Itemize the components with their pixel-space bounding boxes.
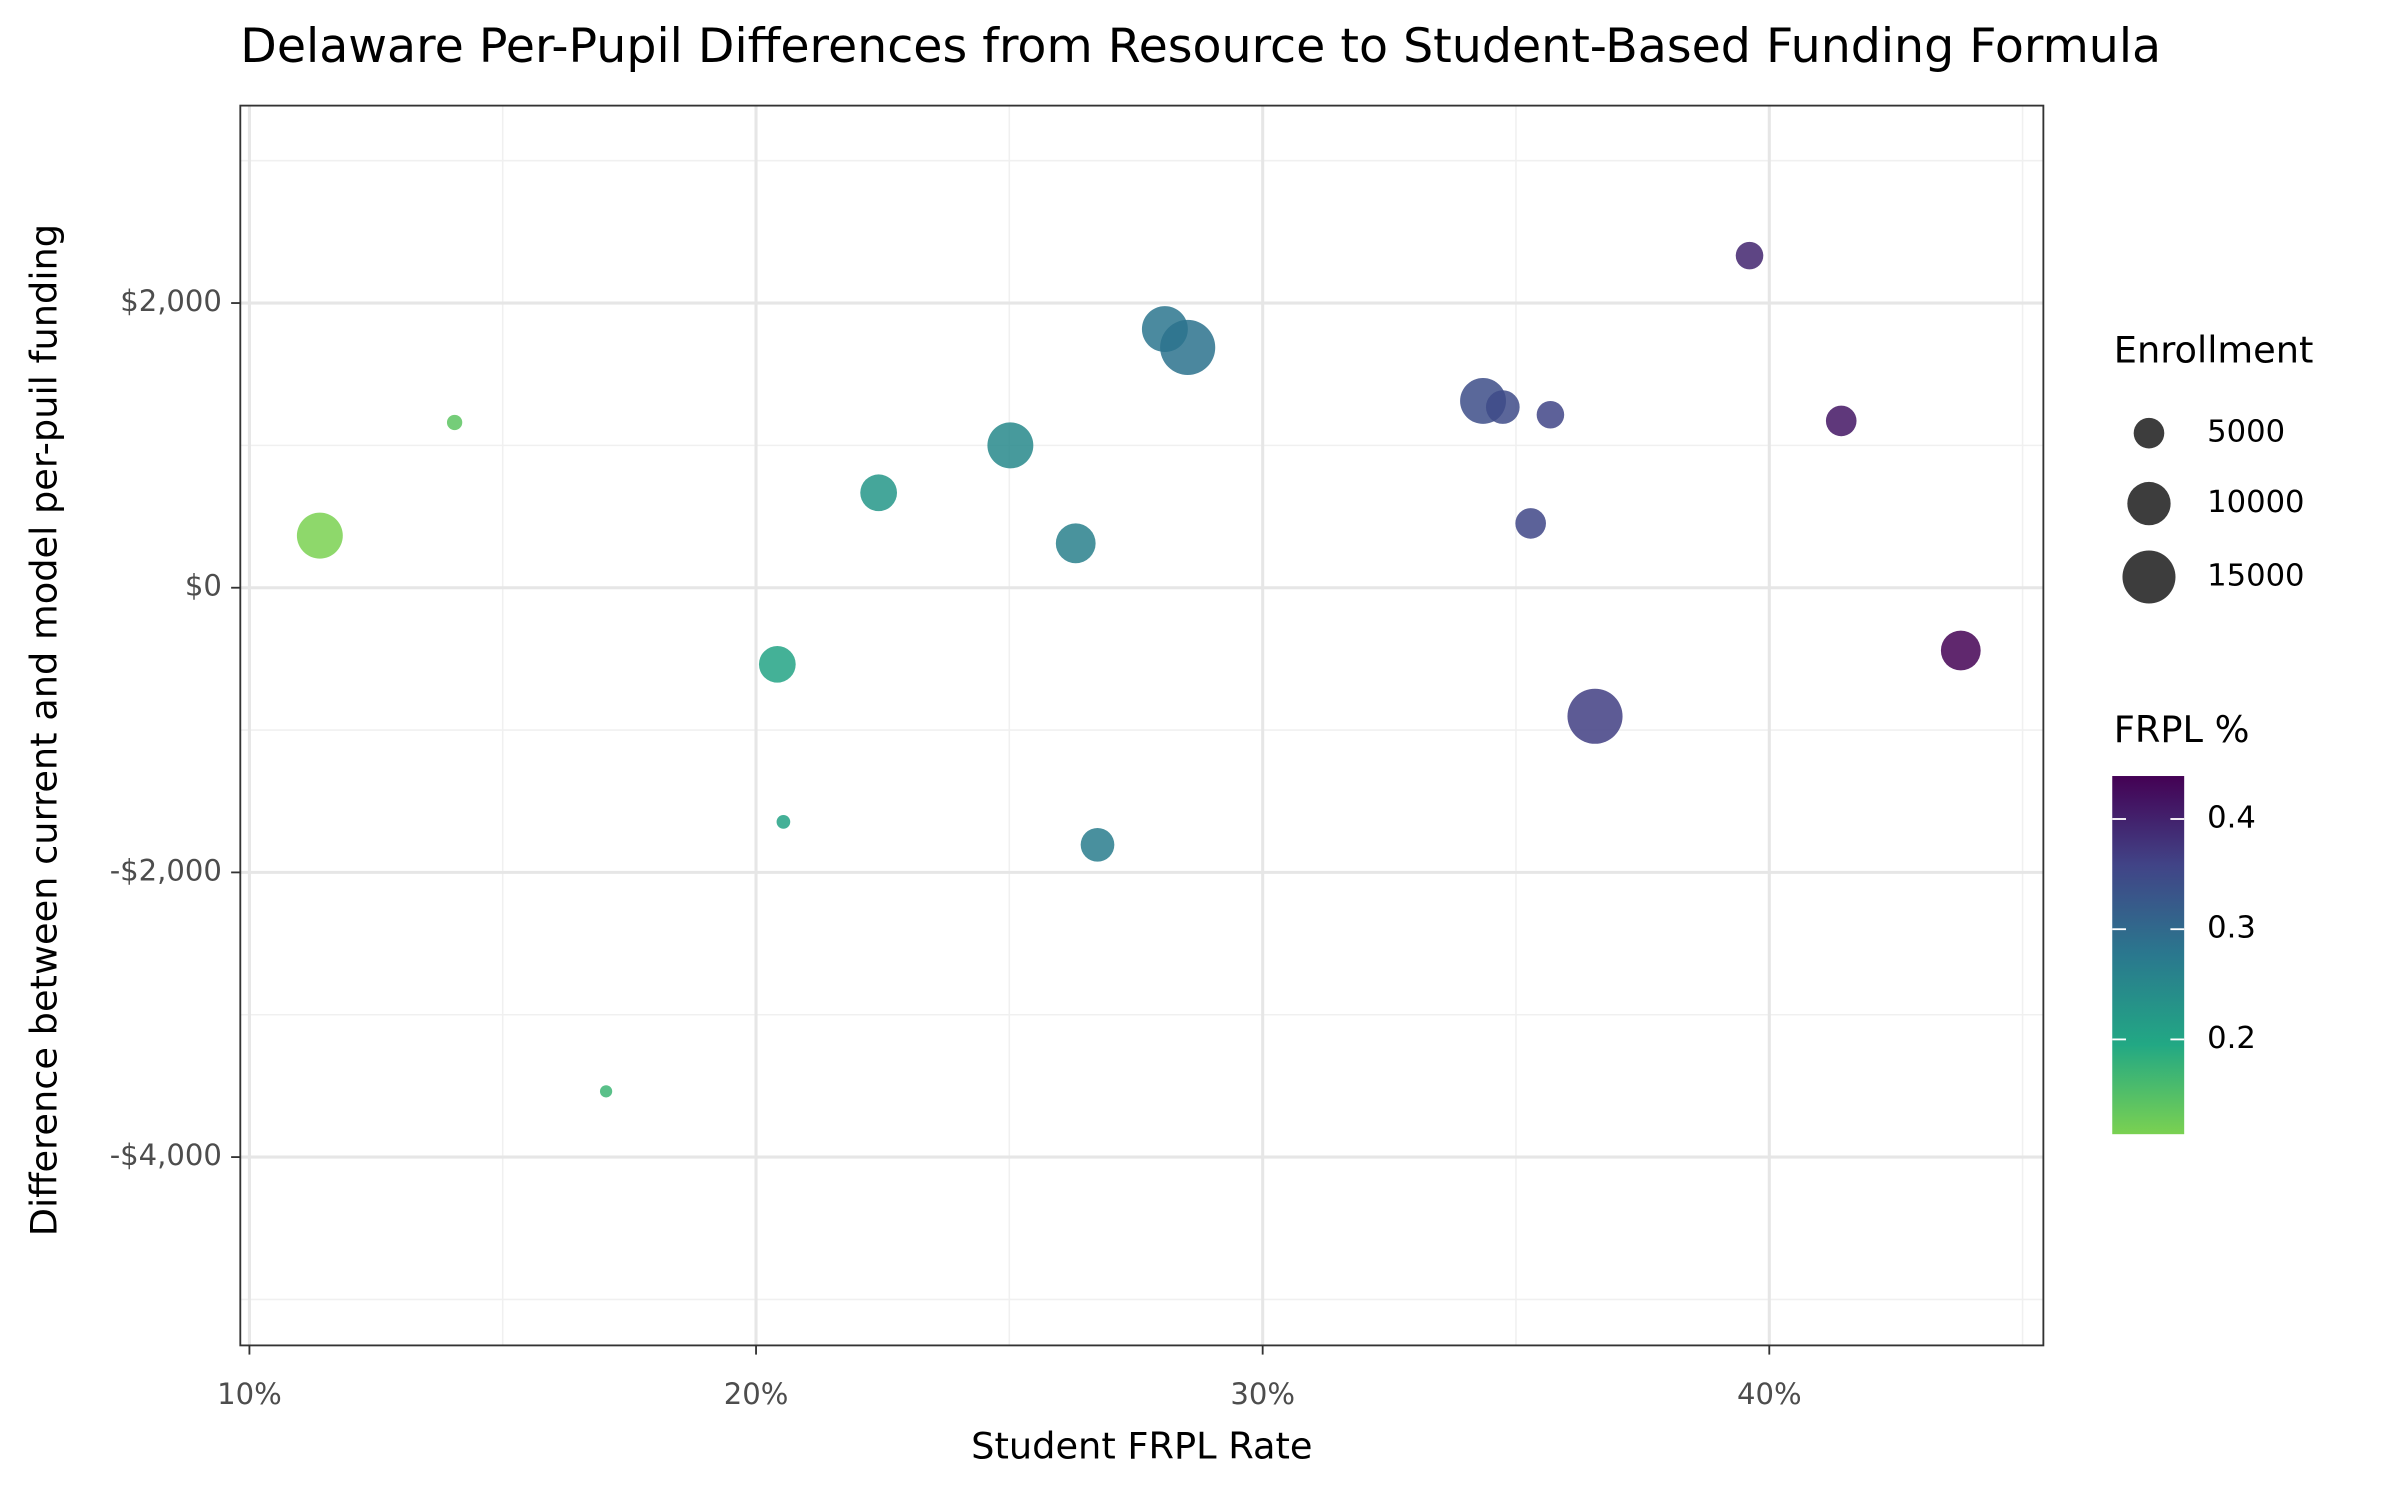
colorbar	[2112, 776, 2185, 1135]
x-tick-label: 30%	[1230, 1377, 1295, 1411]
x-tick-label: 20%	[724, 1377, 789, 1411]
bubble	[1055, 523, 1096, 564]
size-legend-key	[2133, 417, 2165, 449]
y-tick-label: $0	[185, 569, 222, 603]
bubble	[1160, 319, 1216, 375]
size-legend-label: 10000	[2207, 485, 2304, 520]
bubble	[776, 815, 791, 829]
x-axis-title: Student FRPL Rate	[971, 1424, 1312, 1467]
bubble	[987, 422, 1034, 469]
bubble	[860, 474, 898, 512]
size-legend-key	[2127, 481, 2171, 526]
bubble	[1515, 508, 1546, 539]
chart-title: Delaware Per-Pupil Differences from Reso…	[240, 19, 2161, 74]
bubble	[1567, 688, 1623, 744]
colorbar-title: FRPL %	[2114, 708, 2250, 751]
colorbar-label: 0.3	[2207, 911, 2256, 946]
colorbar-label: 0.2	[2207, 1021, 2256, 1056]
bubble	[1080, 827, 1115, 862]
y-tick-label: $2,000	[120, 284, 222, 318]
plot-background	[240, 105, 2044, 1346]
bubble	[758, 645, 796, 683]
size-legend-title: Enrollment	[2114, 329, 2314, 372]
bubble	[446, 414, 463, 431]
plot-border	[239, 104, 2045, 1347]
size-legend-label: 5000	[2207, 415, 2285, 450]
bubble	[1536, 401, 1565, 429]
bubble	[599, 1085, 613, 1098]
y-axis-title: Difference between current and model per…	[22, 224, 65, 1236]
bubble	[1825, 405, 1857, 437]
x-tick-label: 40%	[1737, 1377, 1802, 1411]
y-tick-label: -$2,000	[110, 853, 222, 887]
colorbar-label: 0.4	[2207, 801, 2256, 836]
bubble	[1940, 630, 1981, 671]
bubble	[1735, 241, 1764, 270]
bubble	[1485, 390, 1520, 424]
size-legend-key	[2122, 550, 2176, 604]
y-tick-label: -$4,000	[110, 1138, 222, 1172]
bubble	[296, 512, 343, 559]
x-tick-label: 10%	[217, 1377, 282, 1411]
size-legend-label: 15000	[2207, 559, 2304, 594]
